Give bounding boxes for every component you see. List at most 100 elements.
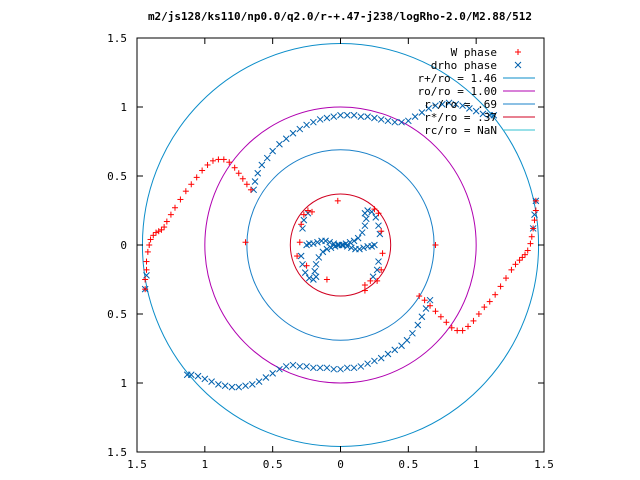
point-1-30 [269,369,277,377]
point-0-7 [150,232,157,239]
point-1-43 [183,371,191,379]
point-1-101 [364,207,371,214]
x-tick-label-4: 0.5 [398,458,418,471]
point-0-34 [528,233,535,240]
point-0-9 [155,228,162,235]
point-1-95 [350,237,358,245]
point-1-62 [357,113,365,121]
point-0-30 [532,197,539,204]
point-0-13 [167,211,174,218]
point-0-74 [378,266,385,273]
point-0-10 [158,226,165,233]
point-1-39 [208,378,215,385]
point-1-34 [242,382,249,390]
point-1-67 [391,118,399,126]
point-1-68 [398,118,405,126]
point-1-98 [361,222,369,230]
point-0-11 [161,224,168,231]
point-1-61 [350,111,358,119]
point-1-14 [377,354,385,362]
legend-label-circle-1: ro/ro = 1.00 [418,85,497,98]
point-1-97 [358,229,366,236]
point-1-109 [360,244,367,252]
point-0-67 [334,197,341,204]
point-0-2 [143,266,150,273]
y-tick-label-0: 1.5 [107,446,127,459]
point-1-12 [391,346,399,354]
point-1-10 [403,336,411,344]
point-0-38 [519,254,526,261]
point-0-73 [379,250,386,257]
point-0-16 [182,188,189,195]
point-0-46 [481,304,488,311]
x-tick-label-3: 0 [337,458,344,471]
point-1-78 [466,105,473,112]
point-0-51 [454,327,461,334]
point-1-53 [296,125,304,133]
point-1-113 [343,243,351,250]
chart-title: m2/js128/ks110/np0.0/q2.0/r-+.47-j238/lo… [148,10,532,23]
point-0-58 [416,293,423,300]
point-0-4 [144,248,151,255]
point-1-70 [411,113,419,121]
point-1-117 [327,244,335,252]
y-tick-label-3: 0 [120,239,127,252]
point-1-129 [299,225,306,232]
point-1-48 [263,154,271,162]
point-0-62 [304,207,311,214]
point-1-108 [364,243,371,250]
point-1-55 [310,118,317,126]
point-0-42 [503,275,510,282]
point-1-22 [323,364,331,372]
point-1-102 [368,208,376,216]
point-1-99 [362,215,370,223]
point-1-120 [315,254,323,261]
point-1-92 [338,241,346,249]
point-0-69 [367,277,374,284]
point-1-122 [311,267,319,275]
point-1-33 [248,381,256,388]
point-0-48 [470,317,477,324]
series-0 [142,156,539,334]
point-0-55 [432,308,439,315]
point-0-3 [143,258,150,265]
point-1-31 [262,374,270,381]
x-tick-label-6: 1.5 [534,458,554,471]
point-0-20 [204,161,211,168]
point-1-94 [346,238,354,246]
point-1-6 [422,305,430,312]
point-1-104 [375,222,382,230]
point-1-8 [414,321,422,329]
y-tick-label-5: 1 [120,101,127,114]
point-1-41 [194,372,202,380]
legend-marker-series-0 [515,49,521,55]
point-1-1 [531,211,538,218]
point-1-65 [377,116,385,123]
point-0-8 [152,229,159,236]
point-1-11 [398,342,405,350]
point-1-7 [418,313,426,321]
point-0-27 [239,175,246,182]
point-1-45 [251,178,259,185]
point-1-73 [432,102,439,109]
point-1-64 [371,114,378,122]
point-1-21 [330,365,338,373]
point-1-4 [143,272,150,279]
point-1-17 [357,363,365,370]
point-0-26 [235,170,242,177]
point-1-96 [354,234,362,242]
point-0-78 [361,287,368,294]
point-1-75 [445,99,453,107]
point-0-41 [508,266,515,273]
point-0-1 [142,276,149,283]
point-0-33 [530,225,537,232]
point-1-76 [452,100,460,108]
x-tick-label-2: 0.5 [263,458,283,471]
point-1-112 [347,244,355,252]
point-0-28 [243,181,250,188]
point-1-19 [343,364,351,372]
point-1-63 [364,113,371,121]
point-0-15 [177,196,184,203]
point-1-125 [305,274,313,282]
